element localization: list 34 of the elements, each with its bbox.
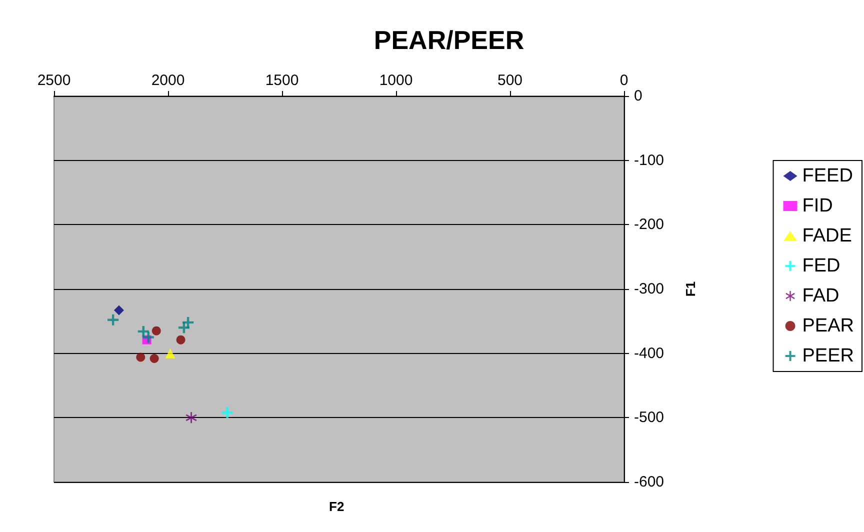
legend-label: PEER xyxy=(802,346,854,366)
x-tick-label: 2500 xyxy=(37,72,71,89)
point xyxy=(152,326,161,336)
legend-label: FED xyxy=(802,256,840,276)
chart-title: PEAR/PEER xyxy=(374,25,524,55)
point xyxy=(150,354,159,363)
point xyxy=(176,335,186,344)
legend-label: FEED xyxy=(802,166,853,186)
y-tick-label: -100 xyxy=(634,152,664,169)
y-tick-label: -400 xyxy=(634,344,664,362)
y-tick-label: -300 xyxy=(634,280,664,298)
x-tick-label: 1500 xyxy=(265,72,299,89)
point xyxy=(182,316,194,328)
legend-label: PEAR xyxy=(802,316,854,336)
y-tick-label: 0 xyxy=(634,88,642,104)
point xyxy=(165,348,176,358)
point xyxy=(114,305,124,316)
point xyxy=(186,412,197,424)
x-tick-label: 0 xyxy=(620,72,628,89)
legend-label: FID xyxy=(802,196,833,216)
point xyxy=(108,314,119,326)
y-tick-label: -500 xyxy=(634,409,664,426)
y-axis-title: F1 xyxy=(683,281,698,297)
x-tick-label: 2000 xyxy=(151,72,185,89)
point xyxy=(136,352,146,362)
x-tick-label: 1000 xyxy=(379,72,413,89)
y-tick-label: -200 xyxy=(634,216,664,234)
point xyxy=(142,332,154,343)
x-axis-title: F2 xyxy=(329,499,344,514)
legend-label: FAD xyxy=(802,286,840,306)
legend-label: FADE xyxy=(802,226,852,246)
x-tick-label: 500 xyxy=(497,72,523,89)
y-tick-label: -600 xyxy=(634,474,664,490)
point xyxy=(222,407,233,418)
